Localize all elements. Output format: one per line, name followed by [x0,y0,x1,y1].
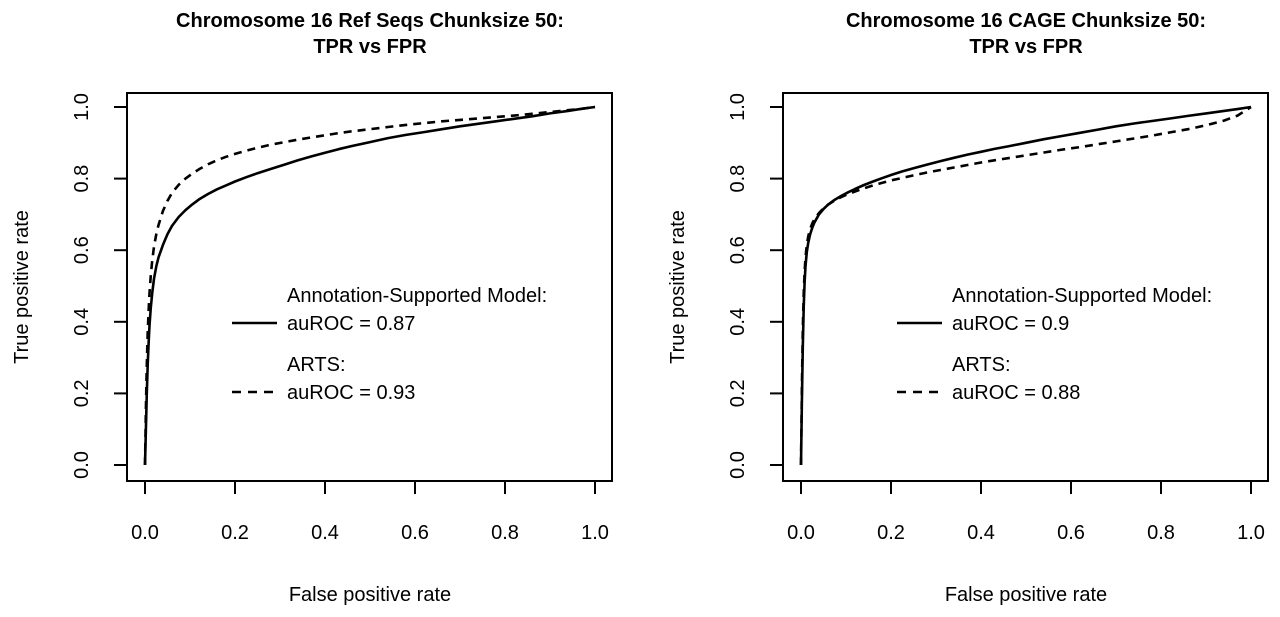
y-tick-label: 0.2 [71,379,93,407]
legend-entry-label: ARTS: [287,354,346,376]
y-tick-label: 0.6 [727,236,749,264]
y-tick-label: 0.6 [71,236,93,264]
x-axis-tick-labels: 0.0 0.2 0.4 0.6 0.8 1.0 [131,522,609,544]
y-axis-ticks [770,106,783,466]
y-tick-label: 0.4 [727,308,749,336]
plot-title: Chromosome 16 CAGE Chunksize 50: [846,10,1206,32]
x-tick-label: 1.0 [581,522,609,544]
y-tick-label: 0.2 [727,379,749,407]
x-tick-label: 0.0 [131,522,159,544]
y-tick-label: 1.0 [71,93,93,121]
x-tick-label: 0.6 [1057,522,1085,544]
legend-entry-label: Annotation-Supported Model: [952,285,1212,307]
x-tick-label: 0.4 [967,522,995,544]
x-tick-label: 0.6 [401,522,429,544]
x-axis-ticks [800,481,1252,494]
plot-title: Chromosome 16 Ref Seqs Chunksize 50: [176,10,564,32]
plot-subtitle: TPR vs FPR [969,36,1083,58]
y-tick-label: 0.8 [71,165,93,193]
y-axis-tick-labels: 0.0 0.2 0.4 0.6 0.8 1.0 [71,93,93,479]
legend: Annotation-Supported Model: auROC = 0.87… [232,285,547,404]
x-axis-title: False positive rate [945,584,1107,606]
legend: Annotation-Supported Model: auROC = 0.9 … [897,285,1212,404]
legend-entry-value: auROC = 0.9 [952,313,1069,335]
x-axis-ticks [144,481,596,494]
x-tick-label: 0.2 [221,522,249,544]
legend-entry-value: auROC = 0.87 [287,313,415,335]
roc-curve-annotation-supported [143,105,596,466]
x-tick-label: 0.8 [1147,522,1175,544]
y-axis-tick-labels: 0.0 0.2 0.4 0.6 0.8 1.0 [727,93,749,479]
plot-frame [126,92,613,482]
y-axis-title: True positive rate [11,210,33,364]
legend-entry-label: Annotation-Supported Model: [287,285,547,307]
roc-panel-refseqs: Chromosome 16 Ref Seqs Chunksize 50: TPR… [11,10,613,606]
x-tick-label: 0.2 [877,522,905,544]
y-tick-label: 1.0 [727,93,749,121]
y-tick-label: 0.4 [71,308,93,336]
x-axis-title: False positive rate [289,584,451,606]
roc-curve-arts [143,105,596,466]
x-tick-label: 0.0 [787,522,815,544]
x-tick-label: 0.8 [491,522,519,544]
y-tick-label: 0.8 [727,165,749,193]
y-tick-label: 0.0 [71,451,93,479]
legend-entry-label: ARTS: [952,354,1011,376]
y-axis-title: True positive rate [667,210,689,364]
y-axis-ticks [114,106,127,466]
x-axis-tick-labels: 0.0 0.2 0.4 0.6 0.8 1.0 [787,522,1265,544]
plot-subtitle: TPR vs FPR [313,36,427,58]
plot-frame [782,92,1269,482]
roc-curve-arts [799,105,1252,466]
x-tick-label: 0.4 [311,522,339,544]
x-tick-label: 1.0 [1237,522,1265,544]
legend-entry-value: auROC = 0.93 [287,382,415,404]
y-tick-label: 0.0 [727,451,749,479]
legend-entry-value: auROC = 0.88 [952,382,1080,404]
roc-panel-cage: Chromosome 16 CAGE Chunksize 50: TPR vs … [667,10,1269,606]
